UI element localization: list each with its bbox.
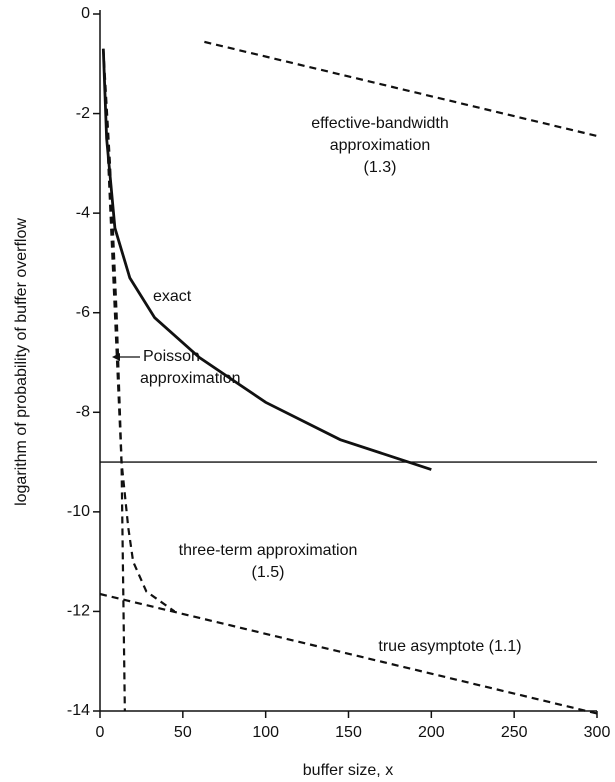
y-tick-label: -4 [76, 204, 90, 221]
x-tick-label: 0 [96, 724, 105, 741]
x-tick-label: 300 [584, 724, 611, 741]
series-label: three-term approximation [179, 542, 358, 559]
series-label: Poisson [143, 348, 200, 365]
x-tick-label: 200 [418, 724, 445, 741]
y-tick-label: -10 [67, 503, 90, 520]
series-label: (1.3) [364, 159, 397, 176]
y-tick-label: -8 [76, 404, 90, 421]
y-tick-label: -2 [76, 105, 90, 122]
x-tick-label: 250 [501, 724, 528, 741]
series-line [102, 48, 176, 613]
y-axis-label: logarithm of probability of buffer overf… [13, 218, 30, 506]
x-tick-label: 50 [174, 724, 192, 741]
series-label: approximation [330, 137, 431, 154]
series-label: exact [153, 288, 192, 305]
series-label: effective-bandwidth [311, 115, 449, 132]
y-tick-label: -6 [76, 304, 90, 321]
y-tick-label: 0 [81, 5, 90, 22]
y-tick-label: -14 [67, 702, 90, 719]
series-label: (1.5) [252, 564, 285, 581]
x-tick-label: 150 [335, 724, 362, 741]
x-axis-label: buffer size, x [303, 762, 393, 779]
x-tick-label: 100 [252, 724, 279, 741]
series-line [101, 48, 432, 471]
y-tick-label: -12 [67, 603, 90, 620]
series-label: true asymptote (1.1) [378, 638, 521, 655]
series-label: approximation [140, 370, 241, 387]
series-line [99, 592, 598, 715]
series-line [204, 40, 598, 138]
series-line [102, 48, 126, 712]
